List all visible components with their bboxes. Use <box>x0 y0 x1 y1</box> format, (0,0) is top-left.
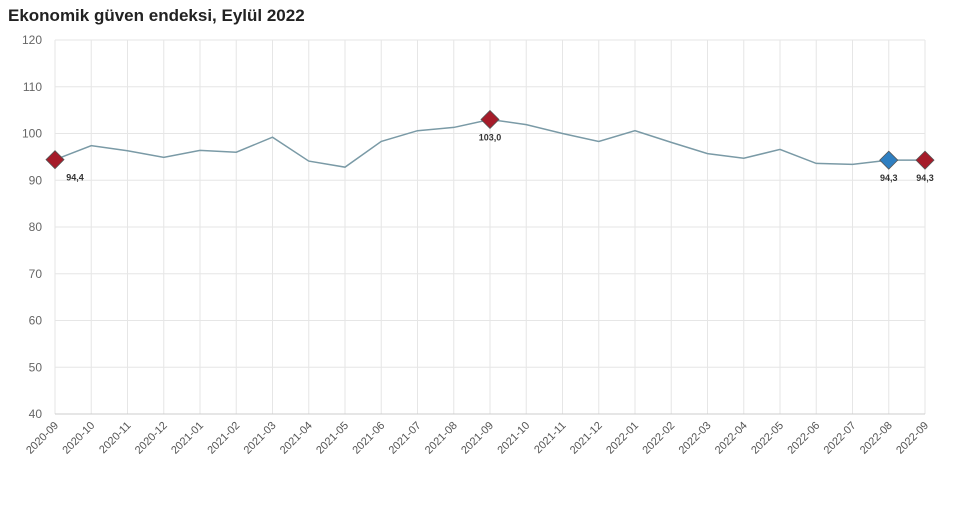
x-tick-label: 2022-06 <box>785 420 822 457</box>
y-tick-label: 110 <box>23 80 42 94</box>
x-tick-label: 2020-10 <box>60 420 97 457</box>
x-tick-label: 2022-08 <box>858 420 895 457</box>
data-label: 94,3 <box>916 173 934 183</box>
x-tick-label: 2021-06 <box>350 420 387 457</box>
data-label: 94,3 <box>880 173 898 183</box>
y-tick-label: 70 <box>29 267 43 281</box>
x-tick-label: 2021-11 <box>532 420 568 456</box>
x-tick-label: 2021-04 <box>278 420 315 457</box>
y-tick-label: 40 <box>29 407 43 421</box>
y-tick-label: 60 <box>29 314 43 328</box>
data-label: 103,0 <box>479 132 502 142</box>
x-tick-label: 2020-12 <box>133 420 170 457</box>
x-tick-label: 2021-08 <box>423 420 460 457</box>
x-tick-label: 2021-12 <box>568 420 605 457</box>
x-tick-label: 2022-04 <box>713 420 750 457</box>
chart-title: Ekonomik güven endeksi, Eylül 2022 <box>8 6 305 25</box>
x-tick-label: 2021-05 <box>314 420 351 457</box>
y-tick-label: 100 <box>22 127 42 141</box>
x-tick-label: 2020-09 <box>24 420 61 457</box>
x-tick-label: 2022-02 <box>640 420 677 457</box>
x-tick-label: 2022-03 <box>677 420 714 457</box>
x-tick-label: 2022-09 <box>894 420 931 457</box>
x-tick-label: 2021-03 <box>242 420 279 457</box>
x-tick-label: 2021-10 <box>495 420 532 457</box>
x-tick-label: 2022-05 <box>749 420 786 457</box>
x-tick-label: 2021-09 <box>459 420 496 457</box>
y-tick-label: 50 <box>29 360 43 374</box>
y-tick-label: 80 <box>29 220 43 234</box>
data-point-marker <box>915 150 935 170</box>
x-tick-label: 2022-01 <box>604 420 641 457</box>
x-tick-label: 2021-01 <box>169 420 206 457</box>
data-point-marker <box>879 150 899 170</box>
x-tick-label: 2021-07 <box>387 420 424 457</box>
x-tick-label: 2021-02 <box>205 420 242 457</box>
data-point-marker <box>480 109 500 130</box>
data-point-marker <box>45 150 65 170</box>
x-tick-label: 2020-11 <box>97 420 133 456</box>
data-label: 94,4 <box>66 173 84 183</box>
y-tick-label: 120 <box>22 33 42 47</box>
x-tick-label: 2022-07 <box>822 420 859 457</box>
y-tick-label: 90 <box>29 173 43 187</box>
